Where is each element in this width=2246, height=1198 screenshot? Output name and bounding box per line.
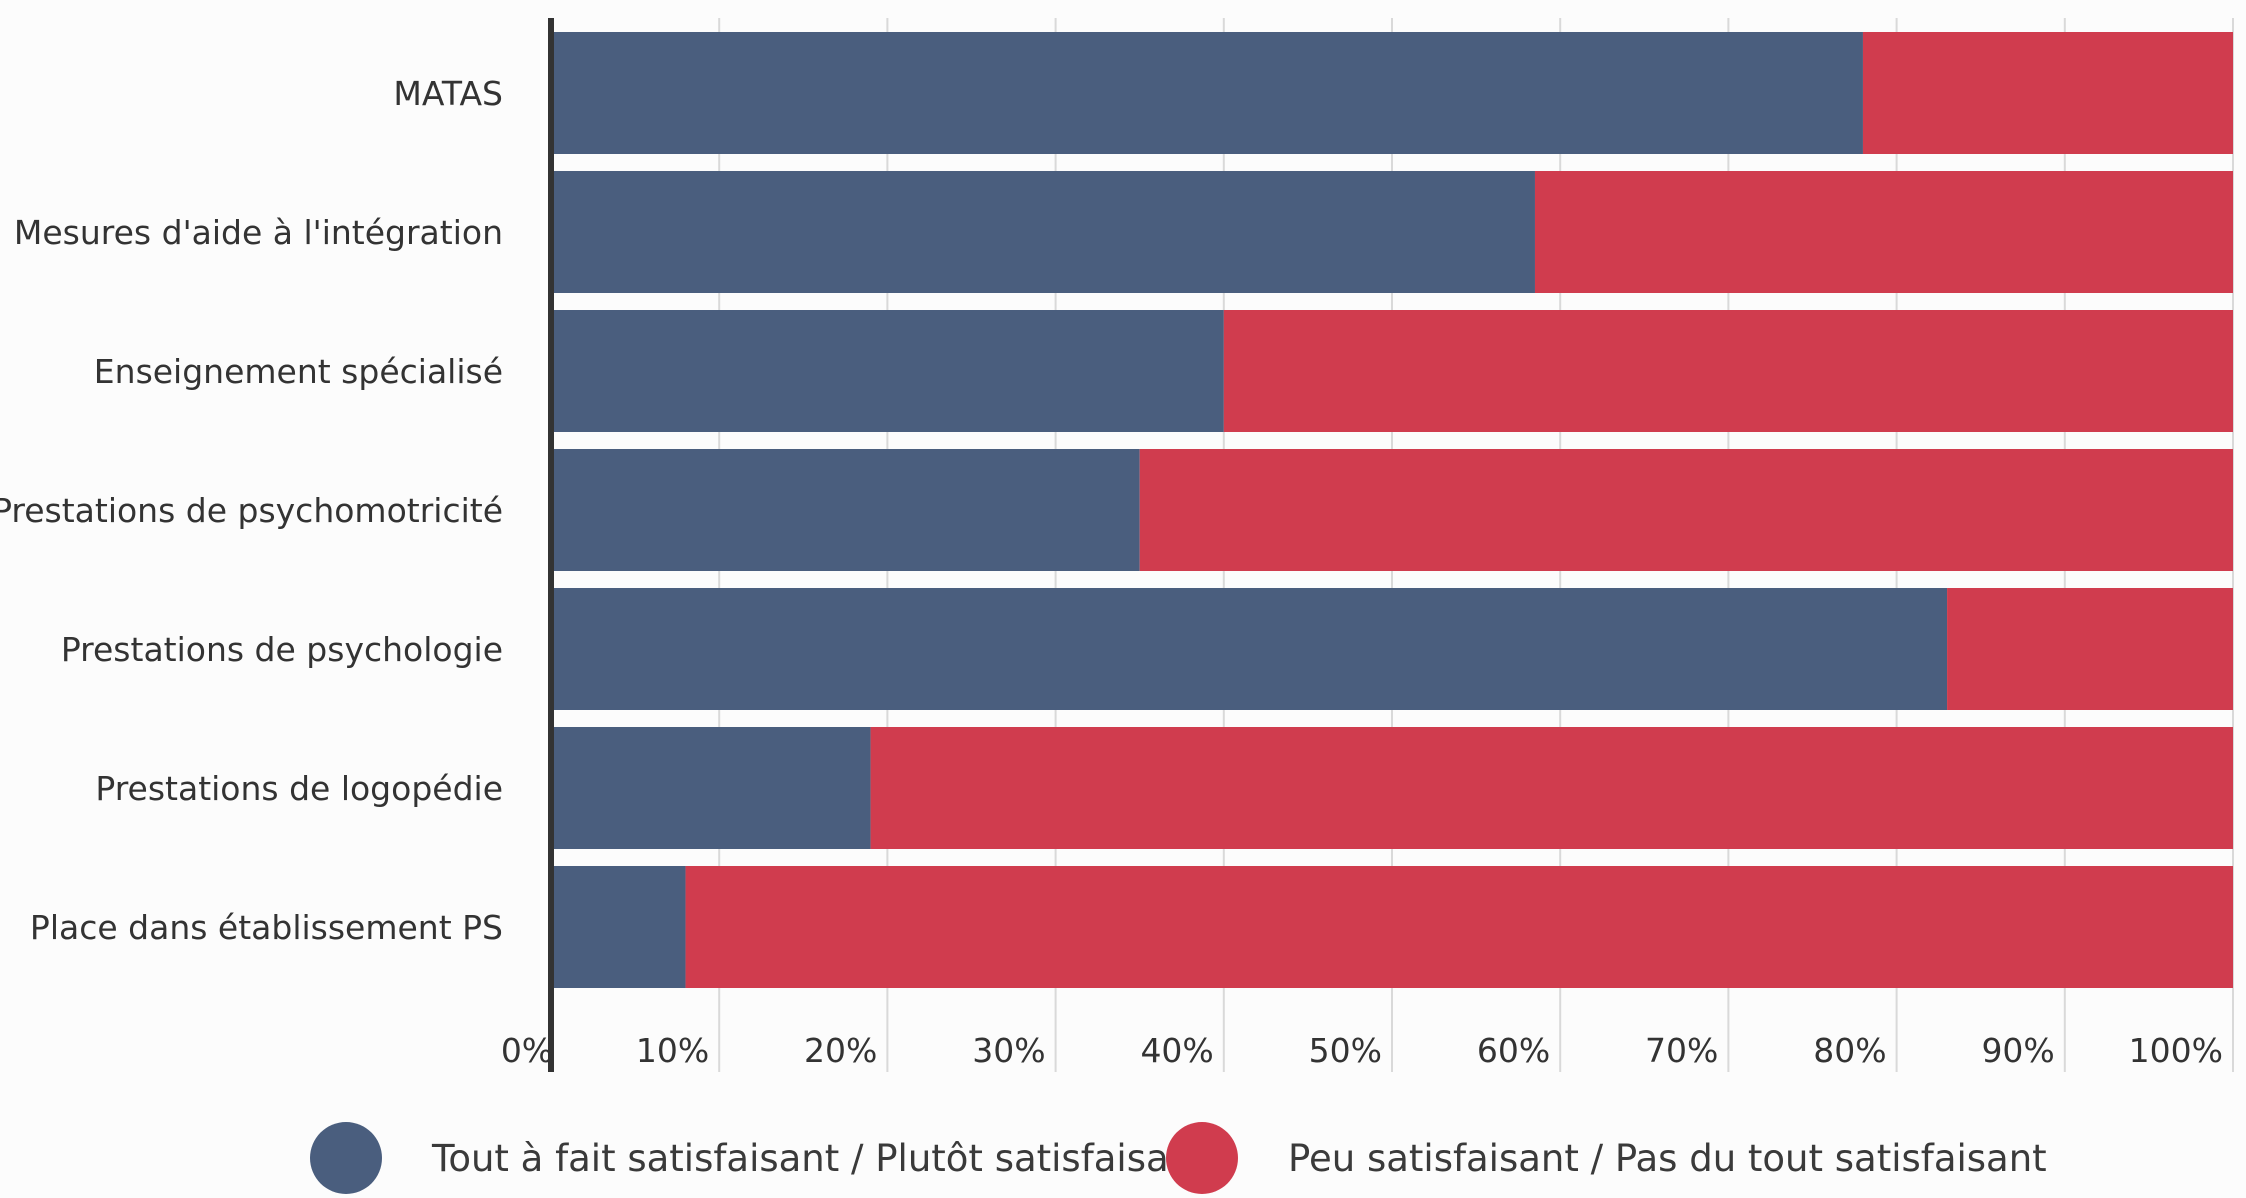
x-tick-labels: 0% 10% 20% 30% 40% 50% 60% 70% 80% 90% 100%	[501, 1031, 2223, 1070]
legend: Tout à fait satisfaisant / Plutôt satisf…	[310, 1122, 2047, 1194]
category-label: Place dans établissement PS	[30, 908, 503, 947]
category-label: Prestations de logopédie	[95, 769, 503, 808]
bar-unsatisfied	[1534, 171, 2233, 293]
bar-satisfied	[551, 171, 1535, 293]
category-label: Enseignement spécialisé	[94, 352, 503, 391]
legend-swatch	[1166, 1122, 1238, 1194]
bar-unsatisfied	[1947, 588, 2233, 710]
bar-unsatisfied	[870, 727, 2233, 849]
x-tick-label: 50%	[1309, 1031, 1382, 1070]
bar-unsatisfied	[1139, 449, 2233, 571]
category-label: MATAS	[393, 74, 503, 113]
bars-layer	[551, 32, 2233, 988]
x-tick-label: 70%	[1645, 1031, 1718, 1070]
bar-satisfied	[551, 588, 1948, 710]
legend-swatch	[310, 1122, 382, 1194]
category-labels: MATAS Mesures d'aide à l'intégration Ensei…	[0, 74, 503, 947]
x-tick-label: 60%	[1477, 1031, 1550, 1070]
bar-satisfied	[551, 866, 686, 988]
bar-satisfied	[551, 32, 1863, 154]
x-tick-label: 100%	[2129, 1031, 2223, 1070]
bar-unsatisfied	[1862, 32, 2233, 154]
legend-label: Peu satisfaisant / Pas du tout satisfais…	[1288, 1137, 2047, 1180]
category-label: Prestations de psychologie	[61, 630, 503, 669]
category-label: Mesures d'aide à l'intégration	[14, 213, 503, 252]
x-tick-label: 30%	[972, 1031, 1045, 1070]
bar-satisfied	[551, 449, 1140, 571]
x-tick-label: 80%	[1813, 1031, 1886, 1070]
bar-satisfied	[551, 727, 871, 849]
x-tick-label: 20%	[804, 1031, 877, 1070]
bar-unsatisfied	[1223, 310, 2233, 432]
bar-satisfied	[551, 310, 1224, 432]
x-tick-label: 10%	[636, 1031, 709, 1070]
legend-label: Tout à fait satisfaisant / Plutôt satisf…	[431, 1137, 1207, 1180]
x-tick-label: 0%	[501, 1031, 553, 1070]
x-tick-label: 90%	[1981, 1031, 2054, 1070]
x-tick-label: 40%	[1140, 1031, 1213, 1070]
category-label: Prestations de psychomotricité	[0, 491, 503, 530]
bar-unsatisfied	[685, 866, 2233, 988]
